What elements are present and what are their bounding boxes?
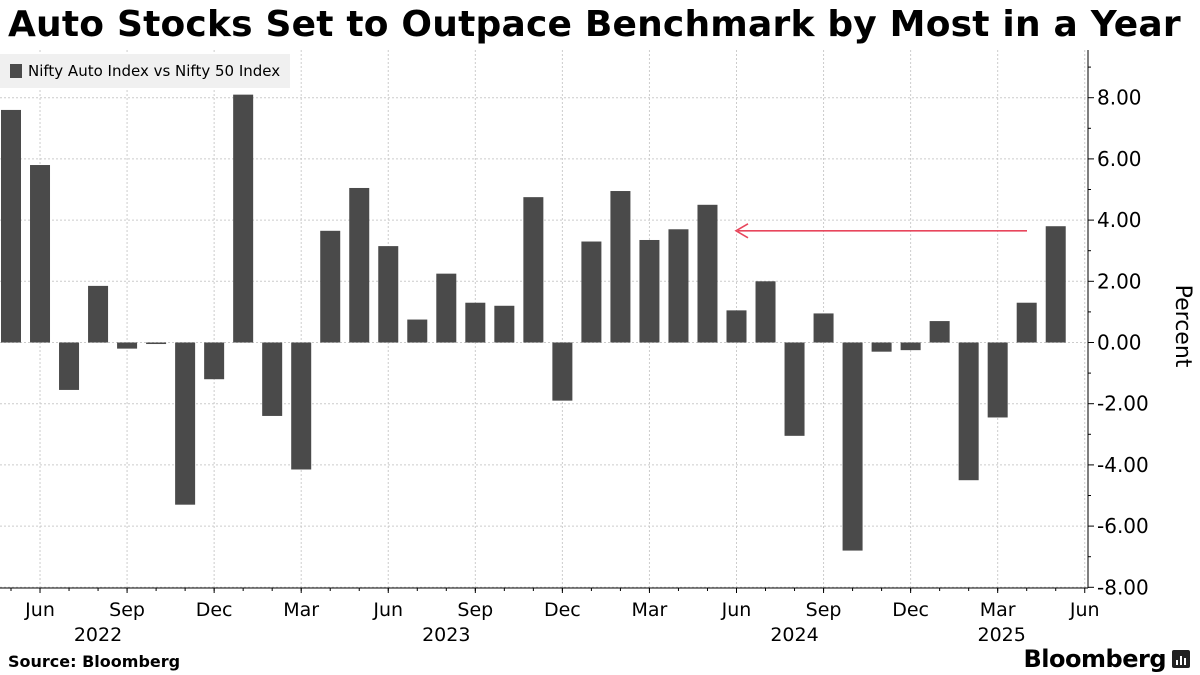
bar <box>204 342 225 380</box>
bar <box>146 342 167 345</box>
bar <box>1 109 21 343</box>
x-tick-label: Mar <box>283 599 319 621</box>
y-tick-label: 0.00 <box>1097 331 1142 355</box>
bar <box>262 342 283 416</box>
y-tick-label: -2.00 <box>1097 392 1149 416</box>
bar <box>88 285 109 343</box>
x-tick-label: Mar <box>632 599 668 621</box>
x-tick-label: Jun <box>1069 599 1100 621</box>
bar <box>1016 302 1037 343</box>
annotation-arrow-head <box>734 223 749 239</box>
bar <box>900 342 921 351</box>
bar <box>407 319 428 343</box>
x-tick-label: Dec <box>544 599 581 621</box>
bar <box>436 273 457 343</box>
bar <box>494 305 515 343</box>
y-axis-label: Percent <box>1170 285 1195 368</box>
x-tick-label: Sep <box>109 599 145 621</box>
bar <box>958 342 979 481</box>
bar <box>378 246 399 343</box>
bar <box>755 281 776 343</box>
bar <box>233 94 254 343</box>
x-year-label: 2022 <box>74 624 122 646</box>
y-tick-label: -8.00 <box>1097 575 1149 599</box>
bar <box>523 197 544 343</box>
bar <box>552 342 573 401</box>
bar <box>697 204 718 343</box>
x-tick-label: Mar <box>980 599 1016 621</box>
bar <box>117 342 138 349</box>
bar <box>291 342 312 470</box>
bar <box>639 239 660 343</box>
bar <box>30 165 51 343</box>
y-tick-label: -6.00 <box>1097 514 1149 538</box>
bar <box>59 342 80 390</box>
bar <box>465 302 486 343</box>
x-tick-label: Jun <box>372 599 403 621</box>
bar <box>726 310 747 343</box>
bar <box>320 230 341 343</box>
x-year-label: 2023 <box>422 624 470 646</box>
y-tick-label: 4.00 <box>1097 208 1142 232</box>
x-tick-label: Sep <box>806 599 842 621</box>
bar <box>813 313 834 343</box>
bar <box>175 342 196 505</box>
legend: Nifty Auto Index vs Nifty 50 Index <box>0 54 291 88</box>
bar <box>349 187 370 343</box>
bar <box>871 342 892 352</box>
bar <box>842 342 863 551</box>
x-tick-label: Sep <box>457 599 493 621</box>
x-year-label: 2024 <box>770 624 818 646</box>
x-year-label: 2025 <box>978 624 1026 646</box>
x-tick-label: Jun <box>721 599 752 621</box>
source-note: Source: Bloomberg <box>8 652 181 671</box>
bar <box>784 342 805 436</box>
y-tick-label: -4.00 <box>1097 453 1149 477</box>
x-tick-label: Jun <box>24 599 55 621</box>
brand-logo: Bloomberg <box>1024 645 1190 673</box>
x-tick-label: Dec <box>892 599 929 621</box>
bar <box>668 229 689 343</box>
y-tick-label: 8.00 <box>1097 86 1142 110</box>
bar <box>929 321 950 343</box>
bloomberg-terminal-icon <box>1172 650 1190 668</box>
legend-swatch <box>10 64 22 78</box>
bar <box>581 241 602 343</box>
x-tick-label: Dec <box>196 599 233 621</box>
brand-name: Bloomberg <box>1023 645 1167 673</box>
y-tick-label: 2.00 <box>1097 269 1142 293</box>
y-tick-label: 6.00 <box>1097 147 1142 171</box>
bar <box>610 191 631 343</box>
chart-title: Auto Stocks Set to Outpace Benchmark by … <box>8 4 1181 45</box>
legend-label: Nifty Auto Index vs Nifty 50 Index <box>28 62 281 80</box>
bar <box>1045 226 1066 343</box>
bar <box>987 342 1008 418</box>
